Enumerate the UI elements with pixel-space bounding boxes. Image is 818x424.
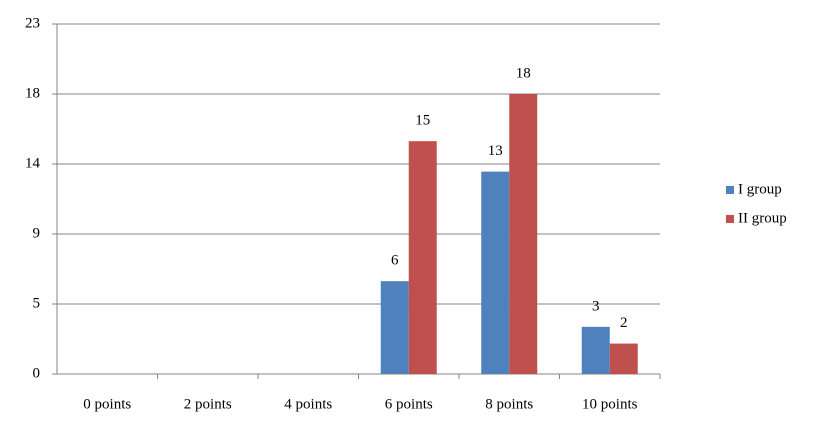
- data-label: 13: [488, 143, 503, 159]
- bar: [380, 281, 409, 374]
- y-tick-label: 23: [25, 15, 40, 31]
- y-tick-label: 18: [25, 85, 40, 101]
- x-tick-label: 6 points: [385, 396, 433, 412]
- y-tick-label: 9: [33, 225, 41, 241]
- data-label: 15: [415, 113, 430, 129]
- y-tick-label: 14: [25, 155, 41, 171]
- data-label: 18: [516, 65, 531, 81]
- bar: [581, 326, 610, 374]
- x-tick-label: 2 points: [184, 396, 232, 412]
- x-tick-label: 8 points: [485, 396, 533, 412]
- legend-label: I group: [738, 181, 782, 197]
- legend-swatch: [726, 215, 734, 223]
- bar: [509, 94, 538, 374]
- data-label: 2: [620, 315, 628, 331]
- legend-label: II group: [738, 210, 787, 226]
- y-tick-label: 5: [33, 295, 41, 311]
- data-label: 6: [391, 253, 399, 269]
- legend-swatch: [726, 186, 734, 194]
- bar: [609, 343, 638, 374]
- bar: [408, 141, 437, 374]
- bar: [481, 171, 510, 374]
- x-tick-label: 0 points: [83, 396, 131, 412]
- y-tick-label: 0: [33, 365, 41, 381]
- x-tick-label: 4 points: [284, 396, 332, 412]
- x-tick-label: 10 points: [582, 396, 638, 412]
- data-label: 3: [592, 298, 600, 314]
